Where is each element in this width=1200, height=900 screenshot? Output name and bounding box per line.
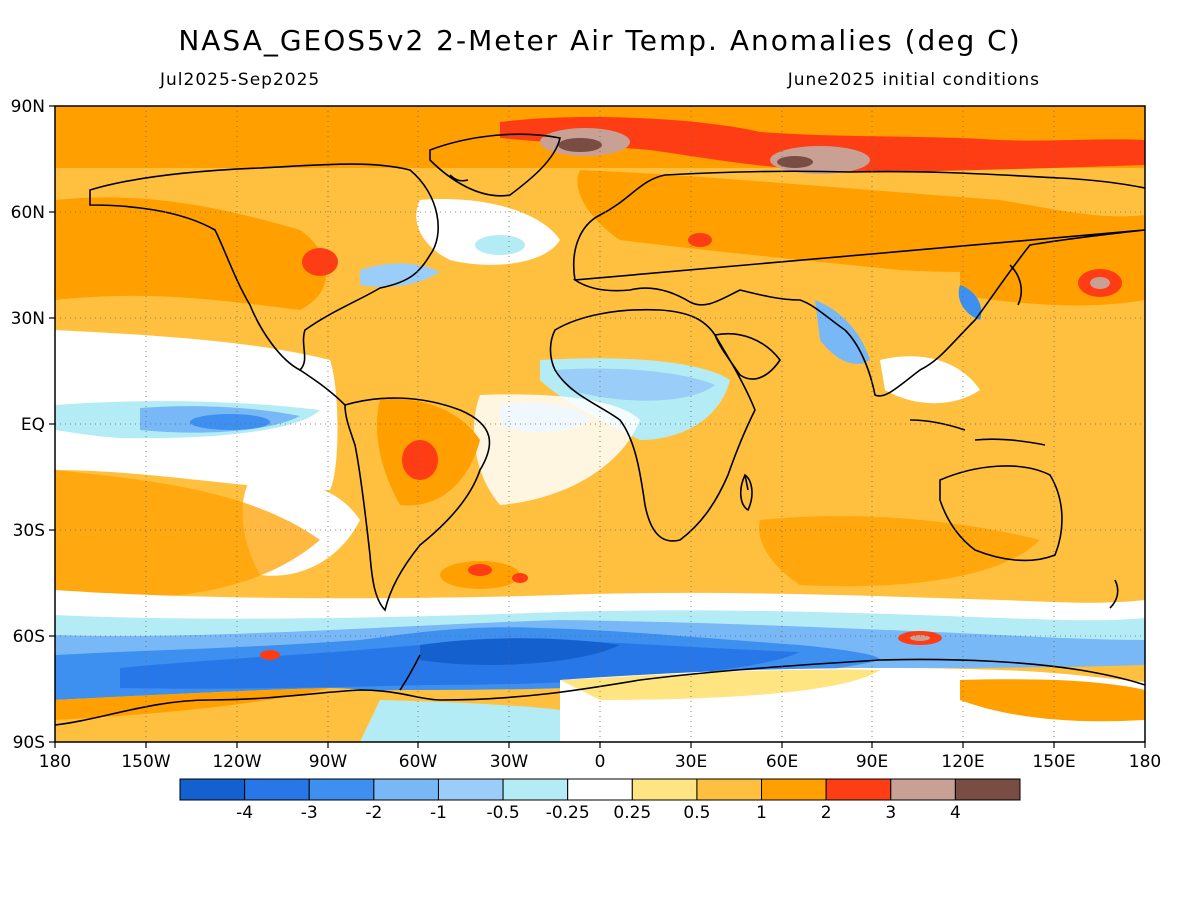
colorbar-legend: -4 -3 -2 -1 -0.5 -0.25 0.25 0.5 1 2 3 4 xyxy=(179,778,1021,823)
lat-label-90s: 90S xyxy=(13,733,45,753)
lon-label-60e: 60E xyxy=(766,752,798,772)
colorbar-swatch xyxy=(502,778,569,801)
colorbar-swatch xyxy=(761,778,827,801)
colorbar-swatch xyxy=(890,778,956,801)
colorbar-swatch xyxy=(825,778,892,801)
lon-label-150w: 150W xyxy=(121,752,170,772)
longitude-axis: 180 150W 120W 90W 60W 30W 0 30E 60E 90E … xyxy=(39,742,1161,772)
colorbar-swatch xyxy=(244,778,310,801)
latitude-axis: 90N 60N 30N EQ 30S 60S 90S xyxy=(11,97,55,753)
coastlines xyxy=(55,133,1145,726)
lon-label-120e: 120E xyxy=(941,752,984,772)
lon-label-0: 0 xyxy=(595,752,606,772)
colorbar-swatch xyxy=(567,778,633,801)
colorbar-tick-label: -1 xyxy=(430,803,447,823)
lat-label-60s: 60S xyxy=(13,627,45,647)
lon-label-180w: 180 xyxy=(39,752,71,772)
colorbar-swatch xyxy=(631,778,698,801)
gridlines xyxy=(55,106,1145,742)
lon-label-120w: 120W xyxy=(212,752,261,772)
colorbar-tick-label: -0.5 xyxy=(486,803,519,823)
colorbar-swatch xyxy=(308,778,375,801)
lat-label-30s: 30S xyxy=(13,521,45,541)
map-title: NASA_GEOS5v2 2-Meter Air Temp. Anomalies… xyxy=(178,24,1022,57)
lon-label-90w: 90W xyxy=(309,752,348,772)
colorbar-tick-label: 3 xyxy=(885,803,896,823)
lat-label-60n: 60N xyxy=(11,203,45,223)
colorbar-tick-label: -0.25 xyxy=(546,803,590,823)
initial-conditions-label: June2025 initial conditions xyxy=(787,70,1040,90)
lat-label-90n: 90N xyxy=(11,97,45,117)
colorbar-tick-label: -4 xyxy=(236,803,253,823)
lon-label-30w: 30W xyxy=(490,752,529,772)
lon-label-60w: 60W xyxy=(399,752,438,772)
lon-label-90e: 90E xyxy=(856,752,888,772)
colorbar-tick-label: 0.25 xyxy=(613,803,651,823)
colorbar-tick-label: 0.5 xyxy=(683,803,710,823)
colorbar-swatch xyxy=(954,778,1021,801)
colorbar-swatch xyxy=(373,778,439,801)
colorbar-swatch xyxy=(179,778,246,801)
colorbar-tick-label: -2 xyxy=(365,803,382,823)
lat-label-eq: EQ xyxy=(21,415,45,435)
colorbar-tick-label: 1 xyxy=(756,803,767,823)
lon-label-180e: 180 xyxy=(1129,752,1161,772)
colorbar-tick-label: 4 xyxy=(950,803,961,823)
colorbar-tick-label: -3 xyxy=(301,803,318,823)
colorbar-swatch xyxy=(437,778,504,801)
lon-label-30e: 30E xyxy=(675,752,707,772)
colorbar-swatch xyxy=(696,778,763,801)
lat-label-30n: 30N xyxy=(11,309,45,329)
colorbar-tick-label: 2 xyxy=(821,803,832,823)
lon-label-150e: 150E xyxy=(1032,752,1075,772)
forecast-period: Jul2025-Sep2025 xyxy=(160,70,321,90)
